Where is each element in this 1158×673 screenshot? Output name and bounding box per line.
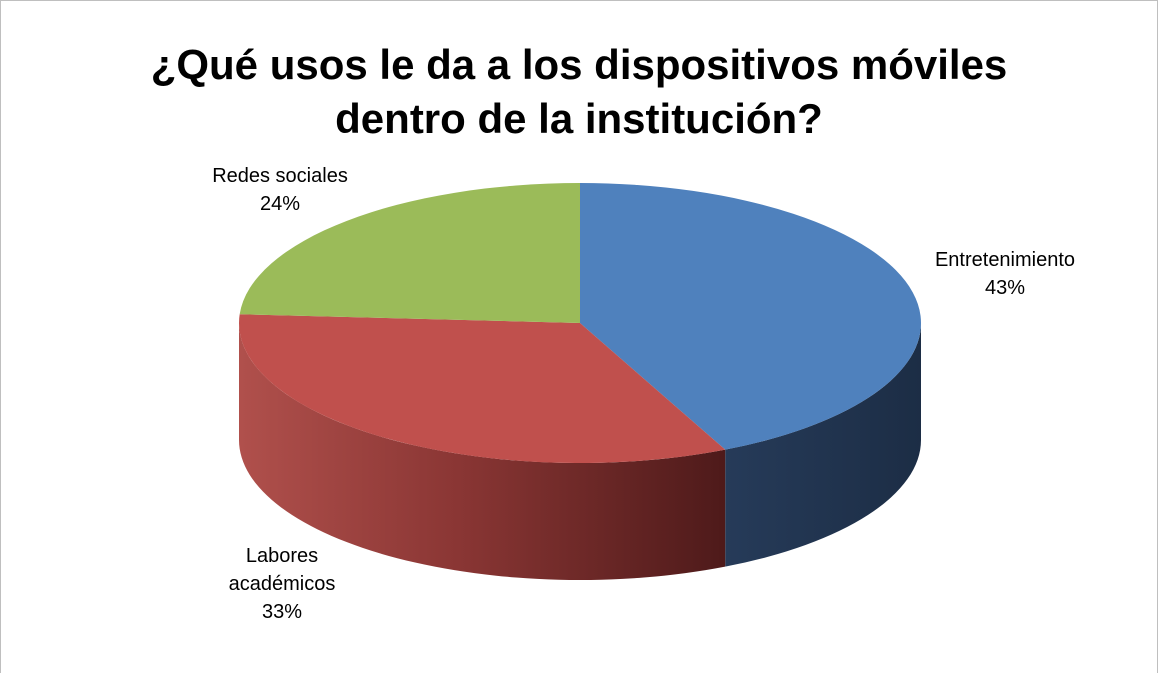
slice-label-labores-academicos-name-1: Labores: [245, 545, 319, 567]
pie-side-entretenimiento: [725, 323, 921, 567]
slice-label-labores-academicos: Labores académicos 33%: [192, 542, 372, 626]
slice-label-labores-academicos-value: 33%: [261, 601, 303, 623]
chart-title: ¿Qué usos le da a los dispositivos móvil…: [0, 38, 1158, 146]
pie-side-labores-academicos: [239, 323, 726, 580]
slice-label-entretenimiento-name: Entretenimiento: [934, 249, 1076, 271]
slice-label-redes-sociales-value: 24%: [259, 193, 301, 215]
chart-title-line-1: ¿Qué usos le da a los dispositivos móvil…: [150, 41, 1008, 88]
pie-sides: [239, 323, 921, 580]
slice-label-entretenimiento: Entretenimiento 43%: [905, 246, 1105, 302]
slice-label-redes-sociales: Redes sociales 24%: [190, 162, 370, 218]
pie-slice-labores-academicos: [238, 314, 726, 463]
pie-slice-entretenimiento: [580, 183, 921, 450]
slice-label-labores-academicos-name-2: académicos: [228, 573, 336, 595]
pie-tops: [238, 183, 921, 463]
slice-label-redes-sociales-name: Redes sociales: [212, 165, 348, 187]
slice-label-entretenimiento-value: 43%: [984, 277, 1026, 299]
pie-slice-redes-sociales: [239, 183, 580, 323]
chart-title-line-2: dentro de la institución?: [335, 95, 823, 142]
